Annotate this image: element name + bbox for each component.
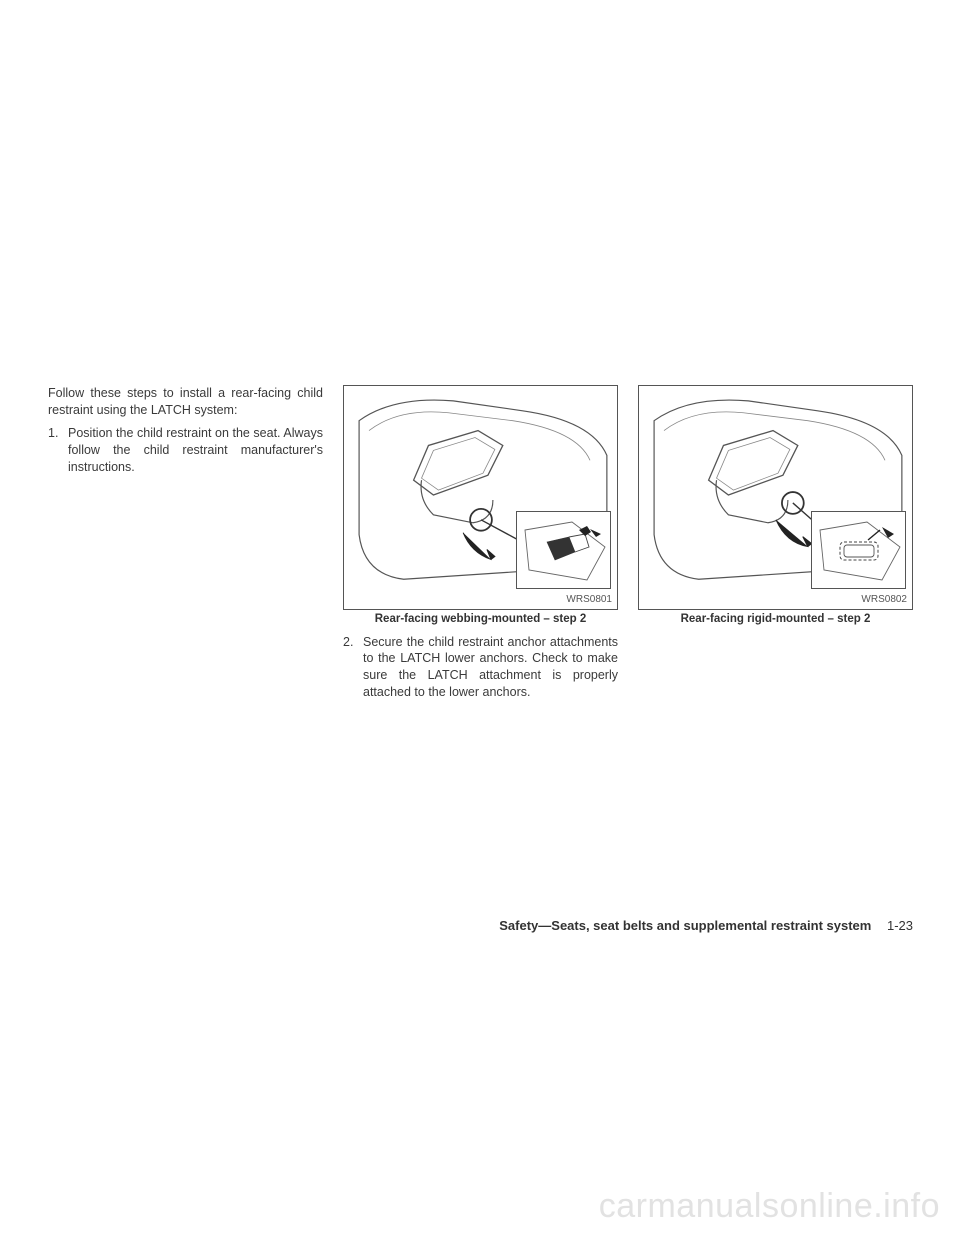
column-2: WRS0801 Rear-facing webbing-mounted – st…: [343, 385, 618, 701]
figure-inset-2: [811, 511, 906, 589]
step-list-1: 1. Position the child restraint on the s…: [48, 425, 323, 476]
step-1: 1. Position the child restraint on the s…: [48, 425, 323, 476]
step-1-text: Position the child restraint on the seat…: [68, 425, 323, 476]
intro-text: Follow these steps to install a rear-fac…: [48, 385, 323, 419]
step-2: 2. Secure the child restraint anchor att…: [343, 634, 618, 702]
page-footer: Safety—Seats, seat belts and supplementa…: [48, 918, 913, 933]
step-2-text: Secure the child restraint anchor attach…: [363, 634, 618, 702]
step-2-number: 2.: [343, 634, 363, 702]
figure-webbing-mounted: WRS0801: [343, 385, 618, 610]
watermark: carmanualsonline.info: [599, 1187, 940, 1226]
page-number: 1-23: [887, 918, 913, 933]
column-3: WRS0802 Rear-facing rigid-mounted – step…: [638, 385, 913, 701]
figure-rigid-mounted: WRS0802: [638, 385, 913, 610]
figure-label-2: WRS0802: [861, 593, 907, 607]
page-content: Follow these steps to install a rear-fac…: [48, 385, 913, 701]
figure-caption-1: Rear-facing webbing-mounted – step 2: [343, 612, 618, 628]
columns: Follow these steps to install a rear-fac…: [48, 385, 913, 701]
figure-label-1: WRS0801: [566, 593, 612, 607]
inset-illustration-2: [812, 512, 907, 590]
inset-illustration-1: [517, 512, 612, 590]
column-1: Follow these steps to install a rear-fac…: [48, 385, 323, 701]
figure-inset-1: [516, 511, 611, 589]
figure-caption-2: Rear-facing rigid-mounted – step 2: [638, 612, 913, 628]
step-list-2: 2. Secure the child restraint anchor att…: [343, 634, 618, 702]
section-title: Safety—Seats, seat belts and supplementa…: [499, 918, 871, 933]
step-1-number: 1.: [48, 425, 68, 476]
